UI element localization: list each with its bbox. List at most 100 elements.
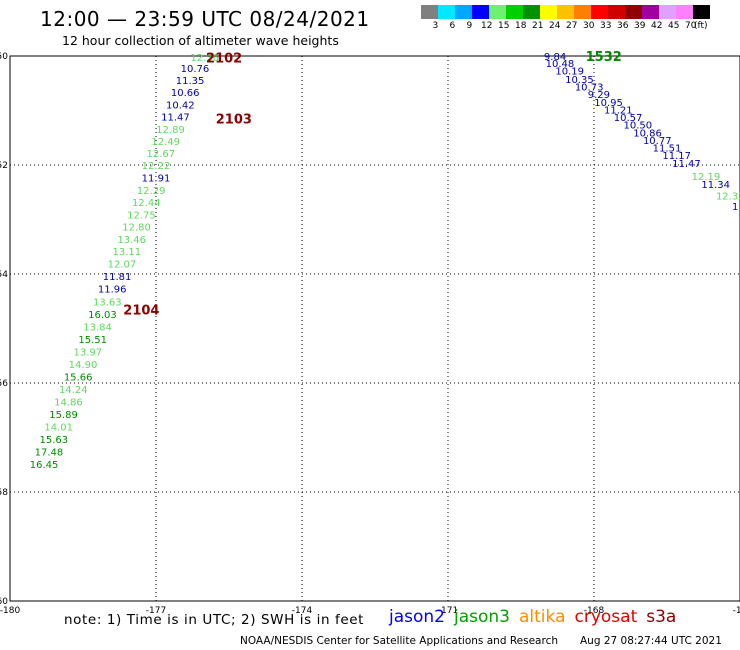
wave-height-value: 14.86 [54, 398, 83, 409]
pass-number-label: 2104 [123, 303, 159, 318]
wave-height-value: 12.07 [108, 260, 137, 271]
wave-height-value: 12.67 [147, 149, 176, 160]
legend-swatch [659, 5, 676, 19]
legend-swatch [608, 5, 625, 19]
wave-height-value: 14.01 [44, 423, 73, 434]
y-tick-label: -58 [0, 488, 8, 498]
wave-height-value: 12.22 [142, 161, 171, 172]
wave-height-value: 10.76 [181, 64, 210, 75]
legend-swatch [540, 5, 557, 19]
grid [10, 56, 740, 601]
x-tick-label: -174 [292, 606, 313, 616]
legend-swatch [591, 5, 608, 19]
satellite-cryosat: cryosat [574, 607, 638, 627]
wave-height-value: 11.51 [653, 144, 682, 155]
wave-height-value: 11.81 [103, 272, 132, 283]
legend-label: 3 [432, 21, 439, 31]
pass-number-label: 2103 [216, 113, 252, 128]
y-tick-label: -56 [0, 379, 8, 389]
legend-label: 30 [583, 21, 595, 31]
x-tick-label: -180 [0, 606, 20, 616]
wave-height-value: 12.19 [692, 172, 721, 183]
axis-ticks: -180 -177 -174 -171 -168 -16 -50 -52 -54 -56 -58 -6… [0, 52, 740, 616]
pass-labels: 2102 2103 2104 1532 [123, 50, 622, 318]
y-tick-label: -50 [0, 52, 8, 62]
wave-height-value: 10.42 [166, 101, 195, 112]
y-tick-label: -60 [0, 597, 8, 607]
color-scale-legend [421, 5, 710, 19]
wave-height-value: 11.21 [604, 105, 633, 116]
wave-height-value: 10.66 [171, 88, 200, 99]
pass-number-label: 1532 [586, 50, 622, 65]
wave-height-value: 13.46 [117, 235, 146, 246]
legend-label: 70 [685, 21, 697, 31]
legend-swatch [523, 5, 540, 19]
legend-label: 39 [634, 21, 646, 31]
legend-swatch [489, 5, 506, 19]
wave-height-value: 11.47 [672, 159, 701, 170]
satellite-s3a: s3a [646, 607, 677, 627]
x-tick-label: -168 [584, 606, 605, 616]
wave-height-value: 10.86 [633, 128, 662, 139]
satellite-legend: jason2 jason3 altika cryosat s3a [389, 607, 685, 627]
legend-label: (ft) [694, 21, 708, 31]
wave-height-value: 16.03 [88, 310, 117, 321]
wave-height-value: 12.89 [156, 125, 185, 136]
wave-height-value: 12.36 [190, 53, 219, 64]
satellite-altika: altika [519, 607, 566, 627]
x-tick-label: -171 [438, 606, 458, 616]
pass-number-label: 2102 [206, 52, 242, 67]
wave-height-value: 10.57 [614, 113, 643, 124]
y-tick-label: -52 [0, 161, 8, 171]
satellite-jason2: jason2 [389, 607, 445, 627]
map-title: 12:00 — 23:59 UTC 08/24/2021 [40, 7, 370, 31]
wave-height-value: 11.96 [98, 285, 127, 296]
legend-swatch [438, 5, 455, 19]
wave-height-value: 10.35 [565, 75, 594, 86]
legend-label: 12 [481, 21, 493, 31]
wave-height-value: 12.29 [137, 186, 166, 197]
wave-height-value: 13.11 [112, 247, 141, 258]
wave-height-value: 9.84 [544, 52, 566, 63]
wave-height-value: 11.17 [662, 151, 691, 162]
legend-label: 9 [466, 21, 473, 31]
wave-height-value: 12.44 [132, 198, 161, 209]
legend-swatch [506, 5, 523, 19]
legend-label: 33 [600, 21, 612, 31]
legend-swatch [557, 5, 574, 19]
legend-swatch [421, 5, 438, 19]
legend-label: 21 [532, 21, 544, 31]
wave-height-value: 15.51 [78, 335, 107, 346]
legend-label: 24 [549, 21, 561, 31]
legend-swatch [642, 5, 659, 19]
wave-height-value: 15.66 [64, 372, 93, 383]
legend-label: 36 [617, 21, 629, 31]
wave-height-value: 16.45 [30, 460, 59, 471]
legend-label: 42 [651, 21, 663, 31]
wave-height-value: 14.90 [69, 360, 98, 371]
wave-height-value: 13.97 [74, 347, 103, 358]
wave-height-value: 12.32 [716, 192, 740, 203]
legend-swatch [455, 5, 472, 19]
data-points: 12.3610.7611.3510.6610.4211.4712.8912.49… [30, 52, 740, 471]
satellite-jason3: jason3 [454, 607, 510, 627]
wave-height-value: 12.75 [127, 211, 156, 222]
wave-height-value: 13.84 [83, 322, 112, 333]
legend-swatch [676, 5, 693, 19]
wave-height-value: 13.63 [93, 297, 122, 308]
legend-label: 45 [668, 21, 680, 31]
map-subtitle: 12 hour collection of altimeter wave hei… [62, 33, 339, 48]
wave-height-value: 11.47 [161, 112, 190, 123]
y-tick-label: -54 [0, 270, 8, 280]
wave-height-value: 12.49 [151, 137, 180, 148]
footer-credit: NOAA/NESDIS Center for Satellite Applica… [240, 635, 558, 647]
legend-swatch [574, 5, 591, 19]
wave-height-value: 10.50 [623, 121, 652, 132]
wave-height-value: 11. [732, 202, 740, 213]
wave-height-value: 14.24 [59, 385, 88, 396]
legend-label: 27 [566, 21, 578, 31]
legend-swatch [693, 5, 710, 19]
legend-label: 15 [498, 21, 510, 31]
wave-height-value: 11.35 [176, 76, 205, 87]
